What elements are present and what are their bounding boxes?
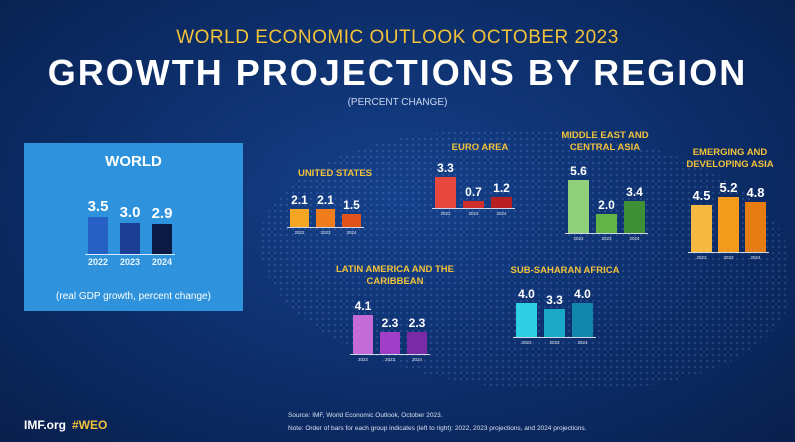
- tick-label: 2023: [549, 340, 560, 345]
- bar-order-note: Note: Order of bars for each group indic…: [288, 425, 587, 432]
- bar: [120, 222, 140, 254]
- region-title: UNITED STATES: [297, 168, 373, 179]
- tick-label: 2024: [411, 357, 422, 362]
- region-title: MIDDLE EAST AND CENTRAL ASIA: [561, 130, 649, 153]
- data-label: 4.8: [746, 184, 765, 200]
- report-overline: WORLD ECONOMIC OUTLOOK OCTOBER 2023: [176, 27, 619, 48]
- data-label: 3.4: [626, 184, 643, 199]
- tick-label: 2023: [723, 255, 734, 260]
- tick-label: 2022: [440, 211, 451, 216]
- tick-label: 2022: [573, 236, 584, 241]
- data-label: 3.0: [119, 203, 141, 221]
- axis-line: [688, 252, 769, 253]
- footer-brand: IMF.org #WEO: [24, 418, 107, 432]
- tick-label: 2023: [320, 230, 331, 235]
- bar: [407, 332, 427, 354]
- axis-line: [287, 227, 364, 228]
- tick-label: 2024: [151, 257, 173, 267]
- data-label: 4.5: [692, 187, 711, 203]
- region-title: LATIN AMERICA AND THE CARIBBEAN: [335, 264, 455, 287]
- bar: [491, 196, 512, 208]
- bar: [380, 332, 400, 354]
- world-map-background: [260, 130, 790, 390]
- data-label: 2.0: [598, 198, 615, 212]
- bar: [463, 201, 484, 208]
- bar: [568, 179, 589, 233]
- hashtag[interactable]: #WEO: [72, 418, 108, 432]
- bar: [572, 303, 593, 337]
- tick-label: 2024: [577, 340, 588, 345]
- data-label: 5.6: [570, 163, 587, 178]
- bar: [691, 204, 712, 252]
- bar: [624, 200, 645, 233]
- region-title: SUB-SAHARAN AFRICA: [510, 265, 620, 276]
- data-label: 2.3: [381, 316, 399, 331]
- bar: [342, 214, 361, 227]
- axis-line: [432, 208, 515, 209]
- bar: [435, 176, 456, 208]
- data-label: 3.5: [87, 198, 109, 216]
- data-label: 3.3: [546, 292, 563, 307]
- data-label: 3.3: [437, 160, 454, 175]
- data-label: 2.1: [317, 193, 334, 208]
- axis-line: [85, 254, 175, 255]
- data-label: 1.2: [493, 180, 510, 195]
- bar: [316, 209, 335, 227]
- world-note: (real GDP growth, percent change): [56, 291, 211, 302]
- tick-label: 2022: [294, 230, 305, 235]
- site-link[interactable]: IMF.org: [24, 418, 66, 432]
- region-title: EMERGING AND DEVELOPING ASIA: [686, 147, 774, 170]
- bar: [745, 201, 766, 252]
- axis-line: [565, 233, 648, 234]
- bar: [88, 217, 108, 254]
- bar: [152, 223, 172, 254]
- data-label: 4.1: [354, 299, 372, 314]
- tick-label: 2022: [521, 340, 532, 345]
- bar: [544, 308, 565, 337]
- bar: [596, 214, 617, 233]
- tick-label: 2022: [87, 257, 109, 267]
- tick-label: 2023: [468, 211, 479, 216]
- data-label: 2.3: [408, 316, 426, 331]
- data-label: 1.5: [343, 198, 360, 213]
- data-label: 0.7: [465, 185, 482, 200]
- bar: [718, 197, 739, 252]
- data-label: 5.2: [719, 180, 738, 196]
- axis-line: [350, 354, 430, 355]
- tick-label: 2022: [696, 255, 707, 260]
- tick-label: 2024: [629, 236, 640, 241]
- region-title: EURO AREA: [451, 142, 509, 153]
- tick-label: 2024: [496, 211, 507, 216]
- source-note: Source: IMF, World Economic Outlook, Oct…: [288, 412, 443, 419]
- tick-label: 2023: [601, 236, 612, 241]
- bar: [290, 209, 309, 227]
- data-label: 2.1: [291, 193, 308, 208]
- data-label: 4.0: [518, 287, 535, 301]
- axis-line: [513, 337, 596, 338]
- data-label: 2.9: [151, 204, 173, 222]
- page-subtitle: (PERCENT CHANGE): [347, 97, 448, 108]
- tick-label: 2024: [346, 230, 357, 235]
- bar: [516, 303, 537, 337]
- bar: [353, 315, 373, 354]
- tick-label: 2023: [119, 257, 141, 267]
- page-title: GROWTH PROJECTIONS BY REGION: [47, 52, 748, 93]
- tick-label: 2022: [357, 357, 368, 362]
- world-title: WORLD: [105, 153, 162, 170]
- tick-label: 2024: [750, 255, 761, 260]
- tick-label: 2023: [384, 357, 395, 362]
- data-label: 4.0: [574, 287, 591, 301]
